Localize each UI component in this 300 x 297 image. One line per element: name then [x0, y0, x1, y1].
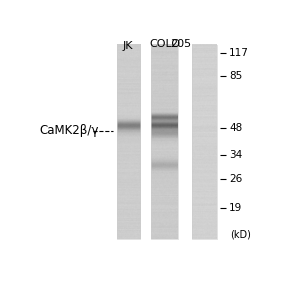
Text: 205: 205 [171, 39, 192, 49]
Text: 19: 19 [229, 203, 243, 213]
Text: JK: JK [123, 41, 134, 51]
Text: COLO: COLO [149, 39, 181, 49]
Text: 34: 34 [229, 150, 243, 159]
Text: 85: 85 [229, 71, 243, 81]
Text: 117: 117 [229, 48, 249, 58]
Text: CaMK2β/γ: CaMK2β/γ [40, 124, 99, 137]
Bar [152, 45, 178, 239]
Text: 48: 48 [229, 123, 243, 133]
Bar [192, 45, 217, 239]
Text: 26: 26 [229, 173, 243, 184]
Bar [117, 45, 140, 239]
Text: (kD): (kD) [230, 230, 251, 240]
